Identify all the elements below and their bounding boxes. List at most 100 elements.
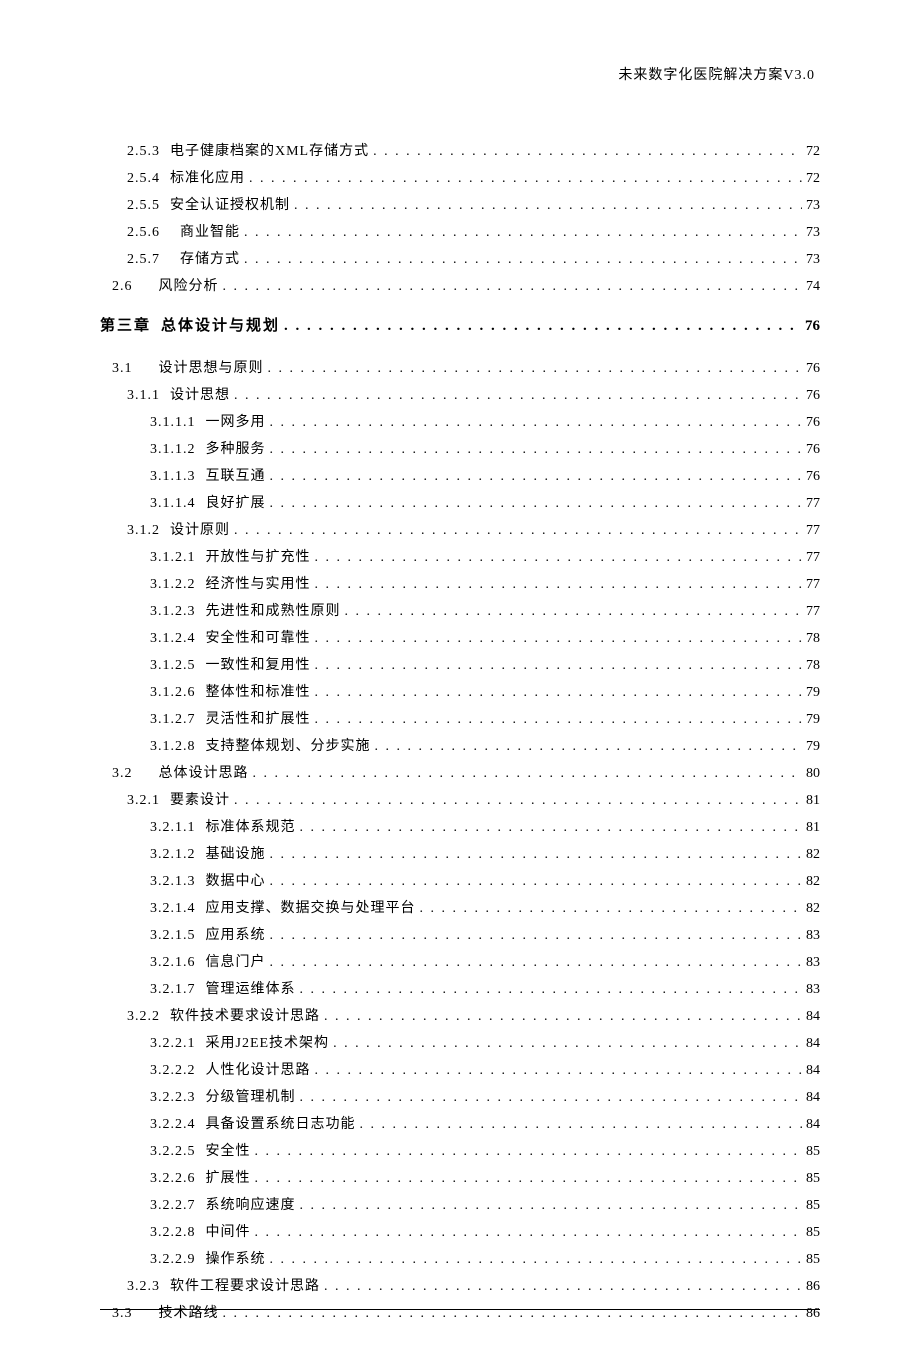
toc-leader-dots: . . . . . . . . . . . . . . . . . . . . … — [300, 1087, 803, 1108]
toc-leader-dots: . . . . . . . . . . . . . . . . . . . . … — [244, 249, 802, 270]
toc-title: 总体设计与规划 — [161, 315, 280, 338]
toc-number: 3.1.2.1 — [150, 547, 196, 568]
toc-leader-dots: . . . . . . . . . . . . . . . . . . . . … — [284, 315, 801, 338]
toc-page-number: 82 — [806, 844, 820, 865]
toc-page-number: 85 — [806, 1141, 820, 1162]
toc-line: 3.2.1.4应用支撑、数据交换与处理平台. . . . . . . . . .… — [100, 898, 820, 919]
toc-leader-dots: . . . . . . . . . . . . . . . . . . . . … — [255, 1168, 803, 1189]
toc-title: 整体性和标准性 — [206, 682, 311, 703]
toc-page-number: 72 — [806, 168, 820, 189]
toc-leader-dots: . . . . . . . . . . . . . . . . . . . . … — [420, 898, 803, 919]
toc-number: 3.1.2.7 — [150, 709, 196, 730]
toc-leader-dots: . . . . . . . . . . . . . . . . . . . . … — [315, 709, 803, 730]
toc-title: 标准体系规范 — [206, 817, 296, 838]
toc-line: 3.1.2.7 灵活性和扩展性. . . . . . . . . . . . . … — [100, 709, 820, 730]
toc-number: 3.2.1.4 — [150, 898, 196, 919]
toc-page-number: 78 — [806, 655, 820, 676]
toc-page-number: 74 — [806, 276, 820, 297]
toc-title: 灵活性和扩展性 — [206, 709, 311, 730]
toc-page-number: 81 — [806, 790, 820, 811]
toc-line: 3.1.2.4安全性和可靠性. . . . . . . . . . . . . … — [100, 628, 820, 649]
toc-leader-dots: . . . . . . . . . . . . . . . . . . . . … — [244, 222, 802, 243]
toc-line: 3.2.2.8中间件. . . . . . . . . . . . . . . … — [100, 1222, 820, 1243]
toc-page-number: 84 — [806, 1006, 820, 1027]
toc-leader-dots: . . . . . . . . . . . . . . . . . . . . … — [333, 1033, 802, 1054]
footer-rule — [100, 1309, 820, 1310]
toc-title: 具备设置系统日志功能 — [206, 1114, 356, 1135]
toc-leader-dots: . . . . . . . . . . . . . . . . . . . . … — [315, 1060, 803, 1081]
toc-title: 管理运维体系 — [206, 979, 296, 1000]
toc-page-number: 77 — [806, 574, 820, 595]
toc-number: 3.1.2.8 — [150, 736, 196, 757]
toc-line: 3.2.1.3数据中心. . . . . . . . . . . . . . .… — [100, 871, 820, 892]
toc-leader-dots: . . . . . . . . . . . . . . . . . . . . … — [234, 385, 802, 406]
toc-page-number: 77 — [806, 601, 820, 622]
toc-page-number: 76 — [806, 439, 820, 460]
toc-number: 3.2.1.1 — [150, 817, 196, 838]
toc-number: 3.1.1.3 — [150, 466, 196, 487]
toc-page-number: 80 — [806, 763, 820, 784]
toc-line: 3.2总体设计思路. . . . . . . . . . . . . . . .… — [100, 763, 820, 784]
toc-title: 设计思想 — [170, 385, 230, 406]
toc-title: 设计原则 — [170, 520, 230, 541]
toc-number: 3.1.1 — [127, 385, 160, 406]
toc-line: 3.2.3软件工程要求设计思路. . . . . . . . . . . . .… — [100, 1276, 820, 1297]
toc-number: 3.1.2.3 — [150, 601, 196, 622]
toc-leader-dots: . . . . . . . . . . . . . . . . . . . . … — [373, 141, 802, 162]
toc-number: 2.5.3 — [127, 141, 160, 162]
toc-title: 信息门户 — [206, 952, 266, 973]
toc-leader-dots: . . . . . . . . . . . . . . . . . . . . … — [270, 871, 803, 892]
page-container: 未来数字化医院解决方案V3.0 2.5.3电子健康档案的XML存储方式. . .… — [0, 0, 920, 1370]
toc-page-number: 76 — [805, 315, 820, 338]
toc-title: 商业智能 — [180, 222, 240, 243]
toc-line: 3.2.2.5安全性. . . . . . . . . . . . . . . … — [100, 1141, 820, 1162]
toc-number: 2.5.7 — [127, 249, 160, 270]
toc-page-number: 76 — [806, 466, 820, 487]
toc-line: 3.2.1.1标准体系规范. . . . . . . . . . . . . .… — [100, 817, 820, 838]
toc-number: 3.2.1.5 — [150, 925, 196, 946]
toc-line: 3.1.1.1一网多用. . . . . . . . . . . . . . .… — [100, 412, 820, 433]
toc-title: 支持整体规划、分步实施 — [206, 736, 371, 757]
toc-title: 软件工程要求设计思路 — [170, 1276, 320, 1297]
toc-leader-dots: . . . . . . . . . . . . . . . . . . . . … — [300, 979, 803, 1000]
toc-line: 3.1.2设计原则. . . . . . . . . . . . . . . .… — [100, 520, 820, 541]
toc-line: 3.1.2.5一致性和复用性. . . . . . . . . . . . . … — [100, 655, 820, 676]
toc-line: 3.1.1.3互联互通. . . . . . . . . . . . . . .… — [100, 466, 820, 487]
toc-line: 3.1.1 设计思想. . . . . . . . . . . . . . . .… — [100, 385, 820, 406]
toc-number: 2.6 — [112, 276, 133, 297]
toc-number: 3.2.2.9 — [150, 1249, 196, 1270]
toc-number: 3.1 — [112, 358, 133, 379]
toc-leader-dots: . . . . . . . . . . . . . . . . . . . . … — [324, 1006, 802, 1027]
toc-line: 2.5.4标准化应用. . . . . . . . . . . . . . . … — [100, 168, 820, 189]
toc-line: 3.2.1要素设计. . . . . . . . . . . . . . . .… — [100, 790, 820, 811]
toc-line: 2.5.7存储方式. . . . . . . . . . . . . . . .… — [100, 249, 820, 270]
toc-leader-dots: . . . . . . . . . . . . . . . . . . . . … — [270, 1249, 803, 1270]
toc-title: 中间件 — [206, 1222, 251, 1243]
toc-line: 3.2.1.6信息门户. . . . . . . . . . . . . . .… — [100, 952, 820, 973]
toc-line: 3.2.2.7系统响应速度. . . . . . . . . . . . . .… — [100, 1195, 820, 1216]
toc-page-number: 77 — [806, 493, 820, 514]
toc-number: 3.2.2.2 — [150, 1060, 196, 1081]
toc-page-number: 85 — [806, 1222, 820, 1243]
toc-title: 扩展性 — [206, 1168, 251, 1189]
toc-number: 2.5.4 — [127, 168, 160, 189]
toc-leader-dots: . . . . . . . . . . . . . . . . . . . . … — [255, 1141, 803, 1162]
toc-page-number: 85 — [806, 1195, 820, 1216]
toc-title: 互联互通 — [206, 466, 266, 487]
toc-title: 操作系统 — [206, 1249, 266, 1270]
toc-number: 3.1.1.2 — [150, 439, 196, 460]
toc-number: 3.2.2 — [127, 1006, 160, 1027]
toc-number: 3.2.2.4 — [150, 1114, 196, 1135]
toc-number: 3.2.2.6 — [150, 1168, 196, 1189]
toc-number: 3.2.1.2 — [150, 844, 196, 865]
toc-title: 良好扩展 — [206, 493, 266, 514]
toc-number: 2.5.6 — [127, 222, 160, 243]
toc-title: 分级管理机制 — [206, 1087, 296, 1108]
toc-line: 3.3技术路线. . . . . . . . . . . . . . . . .… — [100, 1303, 820, 1324]
toc-title: 标准化应用 — [170, 168, 245, 189]
toc-line: 3.1.2.1开放性与扩充性. . . . . . . . . . . . . … — [100, 547, 820, 568]
toc-number: 3.1.2 — [127, 520, 160, 541]
toc-page-number: 84 — [806, 1087, 820, 1108]
toc-leader-dots: . . . . . . . . . . . . . . . . . . . . … — [223, 276, 803, 297]
toc-page-number: 84 — [806, 1060, 820, 1081]
